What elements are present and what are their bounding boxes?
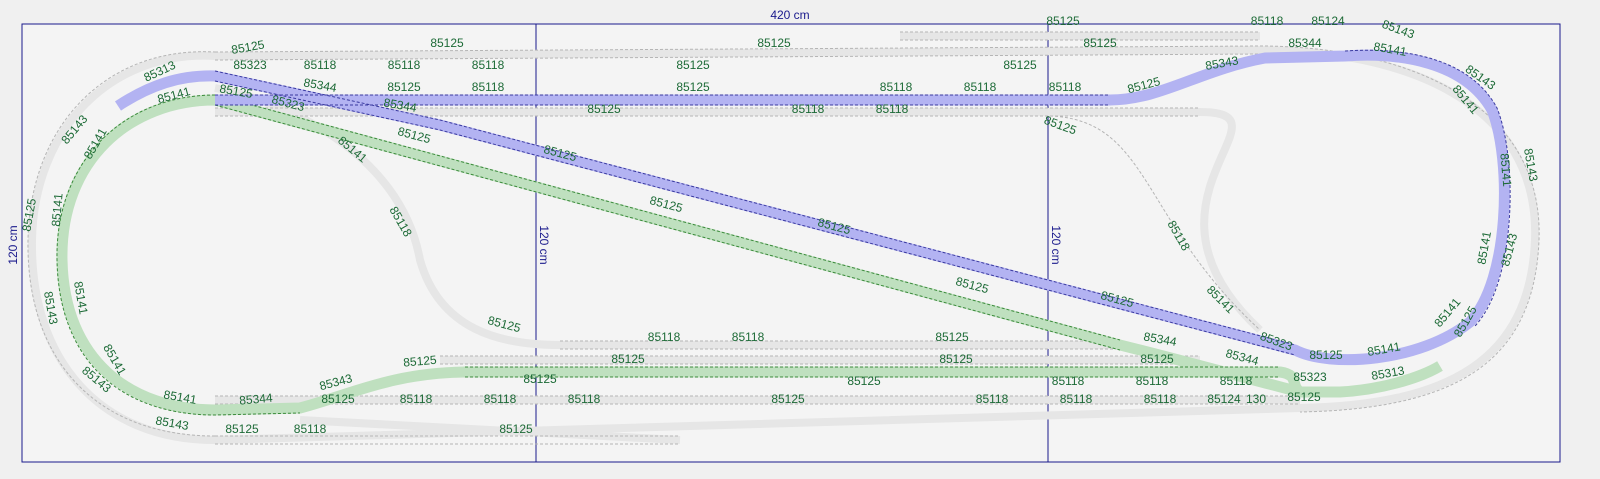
track-label: 85124	[1311, 14, 1345, 28]
track-label: 85118	[568, 392, 601, 406]
track-label: 85125	[939, 352, 973, 366]
track-label: 85125	[1140, 352, 1174, 366]
track-label: 85118	[1251, 14, 1284, 28]
track-label: 85125	[676, 58, 710, 72]
track-label: 85125	[1003, 58, 1037, 72]
track-label: 85125	[19, 197, 39, 233]
track-label: 85143	[154, 413, 190, 433]
track-label: 85118	[304, 58, 337, 72]
track-label: 85118	[964, 80, 997, 94]
green-route	[56, 94, 1443, 416]
track-label: 85125	[1309, 348, 1343, 362]
track-label: 85323	[1293, 370, 1327, 384]
track-label: 85141	[49, 192, 66, 227]
track-label: 85143	[41, 290, 61, 326]
track-label: 130	[1246, 392, 1266, 406]
height-dimension: 120 cm	[6, 225, 20, 264]
track-label: 85141	[1372, 39, 1408, 59]
track-label: 85118	[976, 392, 1009, 406]
track-label: 85124	[1207, 392, 1241, 406]
track-label: 85118	[1060, 392, 1093, 406]
track-label: 85125	[499, 422, 533, 436]
track-label: 85118	[1049, 80, 1082, 94]
blue-route	[114, 49, 1511, 366]
track-label: 85323	[233, 58, 267, 72]
track-label: 85141	[1497, 153, 1514, 188]
track-label: 85125	[771, 392, 805, 406]
track-label: 85125	[847, 374, 881, 388]
track-label: 85344	[1288, 36, 1322, 50]
track-label: 85141	[1474, 230, 1494, 266]
track-label: 85344	[382, 95, 418, 115]
track-label: 85125	[1046, 14, 1080, 28]
track-label: 85125	[1287, 390, 1321, 404]
track-label: 85118	[648, 330, 681, 344]
track-label: 85141	[162, 387, 198, 407]
track-label: 85118	[876, 102, 909, 116]
track-label: 85118	[792, 102, 825, 116]
track-label: 85118	[472, 58, 505, 72]
track-label: 85118	[1220, 374, 1253, 388]
track-label: 85343	[1204, 53, 1240, 73]
track-label: 85118	[388, 58, 421, 72]
track-label: 85118	[472, 80, 505, 94]
track-label: 85143	[1521, 147, 1541, 183]
track-label: 85125	[230, 37, 266, 57]
track-label: 85118	[1136, 374, 1169, 388]
track-label: 85125	[321, 392, 355, 406]
track-label: 85141	[71, 280, 91, 316]
track-label: 85125	[387, 80, 421, 94]
track-label: 85118	[484, 392, 517, 406]
track-label: 85125	[611, 352, 645, 366]
track-label: 85141	[1366, 339, 1402, 359]
track-label: 85118	[1052, 374, 1085, 388]
gray-tracks	[27, 31, 1540, 445]
track-label: 85125	[225, 422, 259, 436]
track-label: 85125	[218, 81, 254, 101]
divider-dimension: 120 cm	[537, 225, 551, 264]
track-label: 85125	[1083, 36, 1117, 50]
track-label: 85118	[1144, 392, 1177, 406]
track-label: 85125	[757, 36, 791, 50]
track-label: 85118	[400, 392, 433, 406]
track-label: 85344	[302, 75, 338, 95]
width-dimension: 420 cm	[770, 8, 809, 22]
track-label: 85313	[1370, 363, 1406, 383]
track-label: 85125	[935, 330, 969, 344]
track-label: 85125	[430, 36, 464, 50]
track-label: 85125	[676, 80, 710, 94]
track-label: 85125	[523, 372, 557, 386]
track-label: 85118	[732, 330, 765, 344]
track-label: 85125	[403, 353, 438, 370]
track-label: 85344	[239, 391, 274, 408]
track-label: 85118	[294, 422, 327, 436]
divider-dimension: 120 cm	[1049, 225, 1063, 264]
track-label: 85125	[587, 102, 621, 116]
track-label: 85344	[1142, 329, 1178, 349]
track-label: 85118	[880, 80, 913, 94]
